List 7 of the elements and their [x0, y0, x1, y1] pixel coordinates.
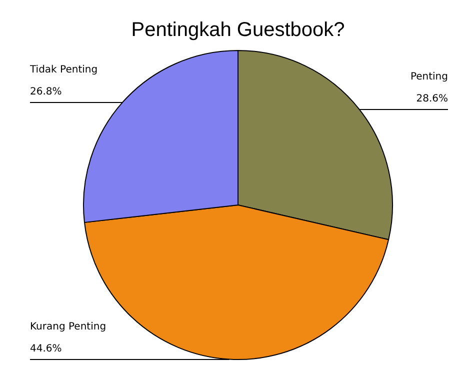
data-label: 44.6%	[30, 344, 62, 354]
slice-label: Kurang Penting	[30, 322, 106, 332]
data-label: 26.8%	[30, 86, 62, 98]
slice-label: Penting	[410, 72, 448, 82]
slice-label: Tidak Penting	[29, 64, 98, 76]
data-label: 28.6%	[416, 94, 448, 104]
chart-title: Pentingkah Guestbook?	[131, 19, 345, 41]
